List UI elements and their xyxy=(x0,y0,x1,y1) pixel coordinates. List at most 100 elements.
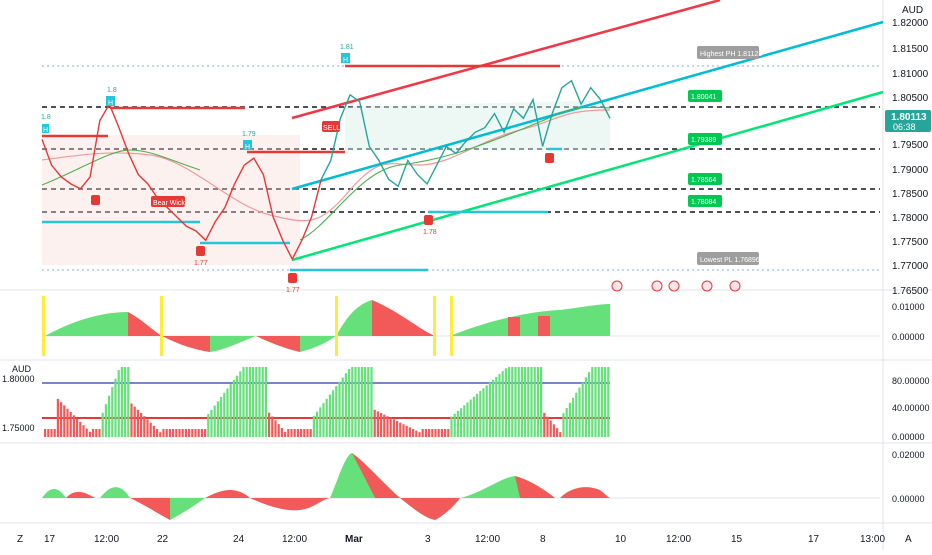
osc2-bar xyxy=(248,367,251,437)
oscillator-pane-1: 0.01000 0.00000 xyxy=(42,296,925,356)
event-flag-icon[interactable] xyxy=(611,280,623,292)
osc2-bar xyxy=(527,367,530,437)
osc2-bar xyxy=(607,367,610,437)
time-tick: 13:00 xyxy=(860,534,885,545)
tz-button[interactable]: Z xyxy=(17,534,23,545)
level-tag xyxy=(688,90,722,102)
osc2-bar xyxy=(530,367,533,437)
osc2-bar xyxy=(255,367,258,437)
osc2-bar xyxy=(261,367,264,437)
osc3-area xyxy=(66,491,95,498)
osc1-area xyxy=(300,336,336,352)
osc1-area xyxy=(210,336,256,352)
osc2-bar xyxy=(511,367,514,437)
osc2-bar xyxy=(392,419,395,437)
price-tick: 1.76500 xyxy=(892,286,929,297)
osc2-bar xyxy=(197,429,200,437)
osc2-bar xyxy=(412,429,415,437)
osc2-bar xyxy=(562,413,565,437)
signal-bar xyxy=(450,296,453,356)
price-line-up xyxy=(320,79,611,188)
osc2-left-tick: 1.75000 xyxy=(2,423,35,433)
signal-bar xyxy=(160,296,163,356)
highest-ph-text: Highest PH 1.81123 xyxy=(700,51,762,58)
price-tick: 1.80500 xyxy=(892,93,929,104)
event-flag-icon[interactable] xyxy=(651,280,663,292)
price-scale[interactable]: 1.82000 1.81500 1.81000 1.80500 1.79500 … xyxy=(892,18,929,297)
time-tick: 12:00 xyxy=(666,534,691,545)
osc2-bar xyxy=(290,429,293,437)
osc2-bar xyxy=(552,424,555,437)
event-flag-icon[interactable] xyxy=(701,280,713,292)
osc1-tick: 0.01000 xyxy=(892,302,925,312)
time-tick: 22 xyxy=(157,534,169,545)
price-line xyxy=(41,102,322,261)
price-tick: 1.81500 xyxy=(892,44,929,55)
time-tick: 12:00 xyxy=(475,534,500,545)
signal-bar xyxy=(42,296,45,356)
osc2-bar xyxy=(300,429,303,437)
osc2-bar xyxy=(559,432,562,437)
osc2-bar xyxy=(367,367,370,437)
osc2-bar xyxy=(210,409,213,437)
osc2-bar xyxy=(508,367,511,437)
osc2-bar xyxy=(104,404,107,437)
osc2-bar xyxy=(322,403,325,437)
osc2-bar xyxy=(476,393,479,437)
osc1-area xyxy=(508,317,520,336)
osc2-bar xyxy=(415,430,418,437)
event-flag-icon[interactable] xyxy=(729,280,741,292)
osc2-bar xyxy=(60,402,63,437)
osc3-tick: 0.02000 xyxy=(892,450,925,460)
osc2-bar xyxy=(341,377,344,437)
osc2-bar xyxy=(514,367,517,437)
osc2-bar xyxy=(293,429,296,437)
osc2-bar xyxy=(268,412,271,437)
time-axis[interactable]: Z 17 12:00 22 24 12:00 Mar 3 12:00 8 10 … xyxy=(17,534,912,545)
osc3-area xyxy=(352,453,400,498)
osc2-bar xyxy=(232,379,235,437)
osc2-bar xyxy=(303,429,306,437)
price-tick: 1.81000 xyxy=(892,69,929,80)
osc2-bar xyxy=(431,429,434,437)
osc2-bar xyxy=(111,387,114,437)
osc2-bar xyxy=(200,429,203,437)
osc2-bar xyxy=(444,429,447,437)
level-tag-text: 1.80041 xyxy=(691,94,716,101)
osc2-bar xyxy=(572,397,575,437)
osc2-bar xyxy=(76,418,79,437)
event-flag-icon[interactable] xyxy=(668,280,680,292)
osc2-bar xyxy=(309,429,312,437)
osc2-bar xyxy=(252,367,255,437)
osc2-bar xyxy=(50,429,53,437)
osc2-bar xyxy=(536,367,539,437)
osc2-bar xyxy=(124,367,127,437)
level-tag xyxy=(688,173,722,185)
osc2-bar xyxy=(194,429,197,437)
auto-scale-button[interactable]: A xyxy=(905,534,912,545)
price-tick: 1.77500 xyxy=(892,237,929,248)
osc2-bar xyxy=(396,421,399,437)
osc2-bar xyxy=(156,429,159,437)
osc2-bar xyxy=(466,402,469,437)
osc1-area xyxy=(336,300,372,336)
pivot-value: 1.79 xyxy=(242,131,256,138)
sell-marker xyxy=(91,195,100,205)
osc2-bar xyxy=(556,428,559,437)
osc1-area xyxy=(45,312,128,336)
osc2-bar xyxy=(143,416,146,437)
osc2-bar xyxy=(373,409,376,437)
osc2-bar xyxy=(277,424,280,437)
osc2-bar xyxy=(482,388,485,437)
osc2-bar xyxy=(280,427,283,437)
osc3-area xyxy=(560,487,610,498)
osc2-bar xyxy=(453,413,456,437)
time-tick: 12:00 xyxy=(282,534,307,545)
osc2-bar xyxy=(88,431,91,437)
current-price-box xyxy=(885,110,931,132)
osc3-area xyxy=(100,487,130,498)
osc2-bar xyxy=(136,409,139,437)
osc2-bar xyxy=(108,395,111,437)
osc2-bar xyxy=(524,367,527,437)
osc2-bar xyxy=(325,398,328,437)
